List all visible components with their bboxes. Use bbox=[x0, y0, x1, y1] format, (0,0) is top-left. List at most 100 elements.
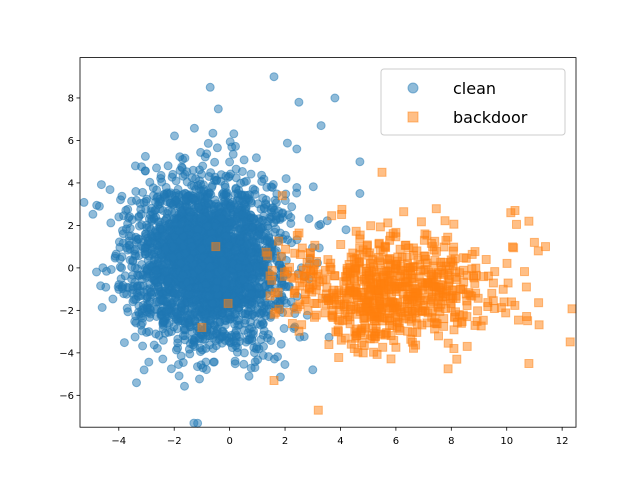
data-point-backdoor bbox=[458, 284, 468, 294]
x-tick-label: 6 bbox=[393, 436, 399, 447]
data-point-clean bbox=[235, 336, 245, 346]
data-point-clean bbox=[136, 320, 146, 330]
data-point-clean bbox=[276, 339, 286, 349]
data-point-clean bbox=[196, 213, 206, 223]
data-point-backdoor bbox=[483, 298, 493, 308]
data-point-clean bbox=[102, 266, 111, 276]
data-point-clean bbox=[230, 356, 240, 366]
data-point-clean bbox=[176, 351, 186, 361]
data-point-clean bbox=[210, 157, 220, 167]
data-point-clean bbox=[189, 123, 199, 133]
data-point-clean bbox=[97, 303, 107, 312]
data-point-clean bbox=[145, 260, 154, 270]
data-point-backdoor bbox=[386, 231, 395, 241]
data-point-clean bbox=[144, 357, 154, 367]
data-point-clean bbox=[208, 128, 218, 138]
data-point-backdoor bbox=[522, 312, 532, 321]
data-point-clean bbox=[193, 225, 203, 234]
data-point-clean bbox=[152, 343, 162, 353]
data-point-backdoor bbox=[499, 297, 509, 307]
data-point-backdoor bbox=[429, 296, 438, 306]
data-point-backdoor bbox=[327, 211, 337, 221]
data-point-backdoor bbox=[386, 296, 396, 306]
data-point-backdoor bbox=[386, 354, 396, 364]
data-point-clean bbox=[246, 248, 256, 258]
data-point-clean bbox=[282, 138, 292, 148]
data-point-clean bbox=[281, 298, 291, 308]
data-point-clean bbox=[217, 265, 227, 275]
data-point-clean bbox=[139, 287, 149, 297]
data-point-backdoor bbox=[452, 317, 462, 327]
data-point-clean bbox=[161, 307, 171, 317]
data-point-clean bbox=[280, 360, 290, 369]
data-point-clean bbox=[286, 219, 296, 228]
data-point-clean bbox=[249, 214, 259, 224]
data-point-clean bbox=[140, 243, 150, 253]
x-tick-label: 12 bbox=[556, 436, 569, 447]
data-point-clean bbox=[127, 215, 137, 225]
data-point-clean bbox=[132, 378, 141, 388]
data-point-clean bbox=[105, 185, 115, 195]
data-point-backdoor bbox=[534, 298, 544, 308]
data-point-clean bbox=[173, 343, 183, 353]
data-point-clean bbox=[250, 363, 260, 373]
data-point-clean bbox=[204, 291, 214, 301]
data-point-clean bbox=[173, 289, 183, 299]
data-point-backdoor bbox=[424, 289, 434, 299]
data-point-clean bbox=[121, 243, 131, 253]
data-point-clean bbox=[203, 138, 213, 148]
data-point-backdoor bbox=[481, 255, 491, 264]
data-point-clean bbox=[153, 217, 163, 227]
data-point-backdoor bbox=[313, 405, 323, 415]
data-point-backdoor bbox=[267, 275, 277, 285]
data-point-clean bbox=[126, 231, 136, 241]
data-point-backdoor bbox=[440, 216, 450, 226]
data-point-clean bbox=[279, 324, 289, 333]
data-point-backdoor bbox=[336, 240, 346, 249]
data-point-clean bbox=[159, 231, 168, 241]
data-point-backdoor bbox=[458, 310, 468, 320]
data-point-backdoor bbox=[323, 255, 333, 265]
data-point-clean bbox=[151, 266, 161, 276]
data-point-clean bbox=[240, 200, 250, 210]
data-point-backdoor bbox=[406, 334, 416, 344]
data-point-backdoor bbox=[488, 278, 498, 288]
data-point-clean bbox=[160, 245, 170, 255]
x-tick-label: 8 bbox=[448, 436, 454, 447]
data-point-clean bbox=[273, 352, 282, 362]
data-point-clean bbox=[271, 214, 281, 224]
data-point-clean bbox=[261, 199, 271, 209]
data-point-clean bbox=[190, 316, 200, 325]
data-point-clean bbox=[198, 161, 208, 171]
data-point-clean bbox=[212, 284, 221, 294]
data-point-clean bbox=[163, 275, 173, 285]
data-point-clean bbox=[212, 143, 222, 153]
x-tick-label: 4 bbox=[337, 436, 343, 447]
data-point-backdoor bbox=[280, 267, 290, 277]
data-point-backdoor bbox=[360, 330, 369, 339]
data-point-backdoor bbox=[441, 261, 451, 271]
data-point-clean bbox=[119, 338, 129, 348]
data-point-backdoor bbox=[422, 318, 432, 328]
data-point-backdoor bbox=[361, 263, 371, 273]
data-point-clean bbox=[163, 161, 173, 171]
data-point-backdoor bbox=[391, 342, 401, 352]
data-point-backdoor bbox=[267, 265, 277, 275]
data-point-clean bbox=[158, 335, 168, 345]
series-clean-points bbox=[79, 72, 365, 428]
data-point-clean bbox=[116, 274, 126, 284]
legend-label-backdoor: backdoor bbox=[453, 108, 528, 127]
data-point-clean bbox=[119, 289, 129, 299]
data-point-backdoor bbox=[403, 306, 413, 316]
data-point-clean bbox=[157, 252, 167, 262]
data-point-clean bbox=[141, 231, 151, 241]
x-tick-label: 2 bbox=[282, 436, 288, 447]
data-point-backdoor bbox=[370, 316, 379, 326]
data-point-backdoor bbox=[503, 278, 513, 288]
data-point-clean bbox=[144, 327, 154, 337]
data-point-clean bbox=[308, 182, 318, 192]
data-point-backdoor bbox=[306, 248, 315, 258]
data-point-backdoor bbox=[301, 297, 311, 306]
data-point-clean bbox=[153, 277, 163, 287]
data-point-clean bbox=[176, 220, 186, 229]
